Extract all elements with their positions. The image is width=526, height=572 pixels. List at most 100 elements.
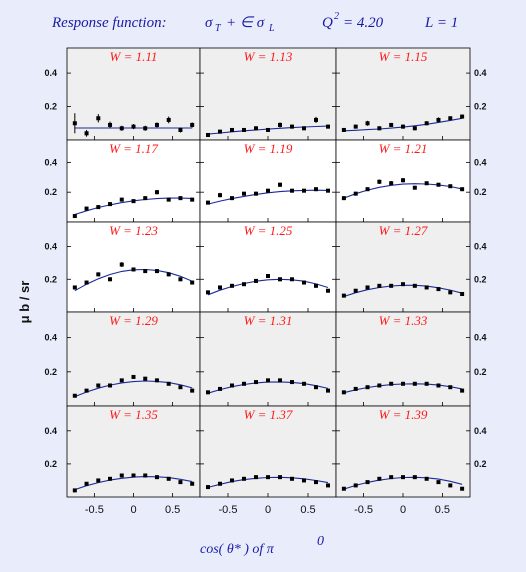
data-point [326, 124, 330, 129]
data-point [290, 188, 294, 193]
data-point [424, 476, 429, 481]
data-point [96, 383, 101, 388]
y-tick-label: 0.2 [44, 367, 57, 377]
data-point [84, 280, 89, 285]
data-point [218, 193, 222, 198]
data-point [314, 480, 318, 485]
data-point [424, 381, 429, 386]
data-point [341, 486, 346, 491]
data-point [290, 380, 294, 385]
y-tick-label: 0.4 [44, 426, 57, 436]
data-point [436, 117, 441, 122]
data-point [206, 200, 210, 205]
data-point [424, 285, 429, 290]
data-point [242, 127, 246, 132]
q2-value: = 4.20 [343, 15, 384, 31]
x-axis-label: cos( θ* ) of π [200, 542, 275, 557]
data-point [377, 283, 382, 288]
data-point [353, 288, 358, 293]
data-point [131, 267, 136, 272]
data-point [412, 283, 417, 288]
data-point [341, 127, 346, 132]
data-point [72, 285, 77, 290]
formula-plus-epsilon-sigma: + ∈ σ [226, 15, 265, 31]
data-point [266, 475, 270, 480]
data-point [108, 476, 113, 481]
data-point [424, 181, 429, 186]
data-point [401, 475, 405, 480]
data-point [96, 116, 101, 121]
data-point [218, 386, 222, 391]
data-point [460, 114, 465, 119]
panel-w-label: W = 1.33 [379, 313, 428, 328]
data-point [412, 475, 417, 480]
data-point [131, 199, 136, 204]
data-point [154, 190, 159, 195]
data-point [460, 486, 465, 491]
y-axis-label: μ b / sr [17, 281, 32, 324]
data-point [326, 388, 330, 393]
data-point [290, 277, 294, 282]
y-tick-label: 0.2 [44, 187, 57, 197]
data-point [341, 196, 346, 201]
data-point [119, 197, 124, 202]
y-tick-label: 0.2 [474, 187, 487, 197]
data-point [206, 485, 210, 490]
data-point [314, 187, 318, 192]
data-point [143, 376, 148, 381]
data-point [448, 116, 453, 121]
y-tick-label: 0.4 [474, 242, 487, 252]
y-tick-label: 0.4 [474, 68, 487, 78]
header-label: Response function: [51, 15, 167, 31]
panel-frame [335, 311, 471, 407]
data-point [365, 480, 370, 485]
data-point [166, 197, 171, 202]
panel-9: W = 1.27 0.2 0.4 [335, 221, 487, 313]
data-point [218, 285, 222, 290]
y-tick-label: 0.4 [474, 157, 487, 167]
data-point [143, 196, 148, 201]
data-point [131, 124, 136, 129]
data-point [448, 385, 453, 390]
data-point [108, 122, 113, 127]
panel-frame [335, 405, 471, 498]
data-point [254, 380, 258, 385]
formula-sigma-t: σ [205, 15, 213, 31]
data-point [230, 196, 234, 201]
data-point [290, 476, 294, 481]
panel-14: W = 1.37 -0.5 0 0.5 [199, 405, 337, 516]
data-point [266, 188, 270, 193]
data-point [353, 191, 358, 196]
panel-15: W = 1.39 0.2 0.4 -0.5 0 0.5 [335, 405, 487, 516]
data-point [353, 386, 358, 391]
panel-5: W = 1.19 [199, 139, 337, 223]
x-tick-label: -0.5 [219, 504, 238, 516]
data-point [314, 283, 318, 288]
data-point [154, 122, 159, 127]
data-point [230, 478, 234, 483]
data-point [341, 390, 346, 395]
y-tick-label: 0.2 [474, 274, 487, 284]
panel-10: W = 1.29 0.2 0.4 [44, 311, 201, 407]
panel-13: W = 1.35 0.2 0.4 -0.5 0 0.5 [44, 405, 201, 516]
data-point [108, 277, 113, 282]
x-tick-label: -0.5 [85, 504, 104, 516]
data-point [242, 476, 246, 481]
panel-grid: W = 1.110.20.4W = 1.13 W = 1.150.20.4W = … [44, 47, 487, 516]
panel-w-label: W = 1.31 [244, 313, 293, 328]
data-point [206, 290, 210, 295]
data-point [326, 483, 330, 488]
data-point [278, 182, 282, 187]
data-point [401, 124, 405, 129]
data-point [278, 475, 282, 480]
data-point [365, 385, 370, 390]
panel-4: W = 1.17 0.2 0.4 [44, 139, 201, 223]
data-point [460, 388, 465, 393]
x-tick-label: 0.5 [435, 504, 450, 516]
y-tick-label: 0.2 [44, 102, 57, 112]
data-point [266, 378, 270, 383]
data-point [460, 292, 465, 296]
x-axis-label-sup: 0 [317, 534, 324, 549]
y-tick-label: 0.4 [44, 68, 57, 78]
